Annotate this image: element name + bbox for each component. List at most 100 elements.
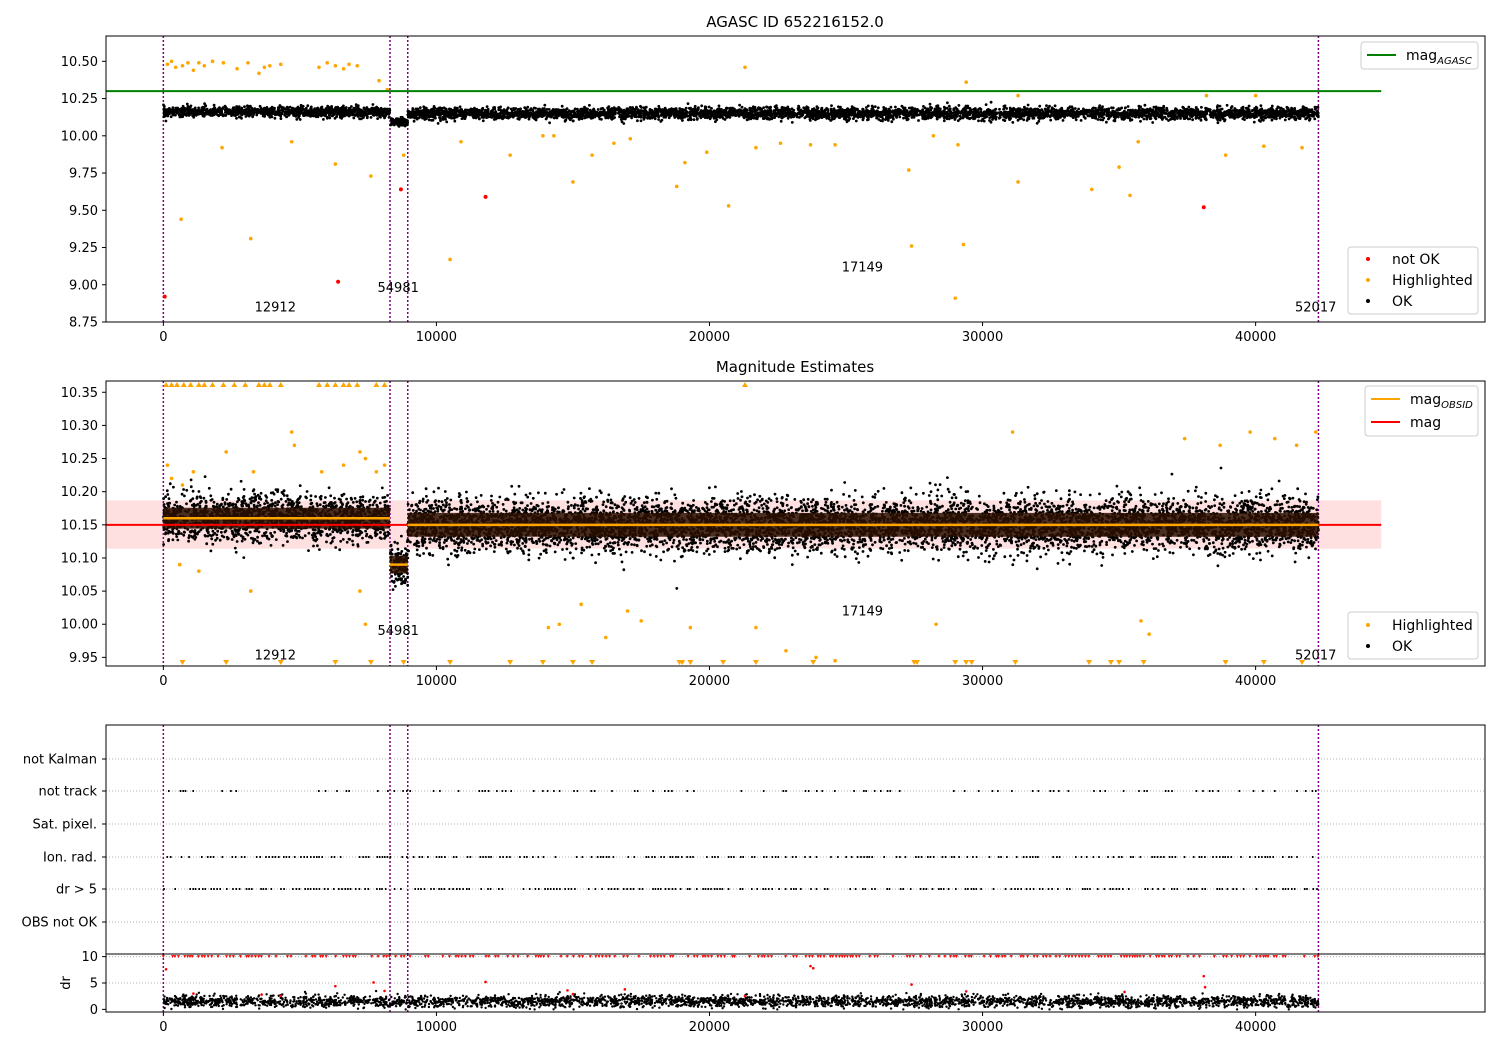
ok-point (1316, 105, 1320, 109)
ok-point (480, 110, 484, 114)
ok-point (392, 123, 396, 127)
ok-point (757, 106, 760, 110)
ok-point (1209, 115, 1213, 119)
ok-point (316, 107, 319, 111)
ok-point (456, 106, 459, 110)
ok-point (162, 111, 166, 115)
ok-point (1026, 103, 1030, 107)
ok-point (699, 113, 703, 116)
ok-point (1126, 105, 1130, 108)
ok-point (1046, 113, 1049, 117)
ok-point (261, 110, 265, 114)
ok-point (337, 107, 341, 111)
ok-point (311, 114, 314, 117)
ok-point (1152, 105, 1156, 109)
ok-point (1102, 113, 1106, 116)
ok-point (971, 114, 975, 118)
ok-point (1043, 107, 1047, 111)
ok-point (711, 114, 714, 117)
ok-point (483, 109, 487, 113)
ok-point (860, 110, 864, 113)
ok-point (330, 107, 333, 110)
ok-point (571, 119, 575, 123)
ok-point (445, 120, 449, 124)
ok-point (408, 114, 412, 118)
ok-point (171, 113, 175, 117)
ok-point (1229, 106, 1233, 110)
ok-point (387, 113, 391, 116)
ok-point (268, 112, 272, 116)
ok-point (929, 105, 932, 109)
ok-point (322, 118, 325, 121)
ok-point (502, 113, 506, 116)
ok-point (1180, 111, 1184, 114)
ok-point (354, 105, 358, 109)
ok-point (1021, 111, 1024, 114)
ok-point (917, 119, 920, 122)
ok-point (342, 113, 345, 117)
ok-point (696, 117, 699, 120)
ok-point (1011, 121, 1015, 124)
ok-point (542, 110, 546, 114)
ok-point (832, 107, 836, 111)
ok-point (952, 108, 956, 112)
ok-point (612, 112, 616, 116)
ok-point (584, 110, 587, 114)
ok-point (1216, 121, 1220, 125)
ok-point (918, 109, 922, 113)
ok-point (169, 115, 173, 119)
ok-point (298, 118, 302, 121)
ok-point (311, 109, 315, 113)
ok-point (1211, 116, 1215, 119)
ok-point (586, 107, 589, 111)
ok-point (369, 116, 373, 119)
ok-point (234, 109, 237, 113)
ok-point (426, 110, 430, 114)
ok-point (162, 103, 165, 107)
ok-point (1173, 118, 1177, 121)
ok-point (376, 117, 379, 120)
ok-point (963, 109, 967, 113)
ok-point (545, 115, 549, 119)
ok-point (628, 106, 632, 109)
ok-point (921, 108, 925, 111)
ok-point (211, 108, 215, 112)
ok-point (979, 110, 983, 114)
ok-point (866, 118, 869, 122)
ok-point (875, 112, 879, 116)
ok-point (464, 115, 468, 118)
ok-point (798, 116, 801, 119)
ok-point (1215, 105, 1219, 109)
ok-point (503, 110, 507, 114)
ok-point (890, 120, 894, 124)
ok-point (251, 111, 255, 114)
ok-point (1073, 107, 1077, 110)
ok-point (553, 116, 557, 120)
ok-point (610, 117, 614, 121)
ok-point (772, 111, 776, 115)
ok-point (1115, 114, 1118, 118)
ok-point (370, 111, 374, 115)
ok-point (1270, 118, 1274, 122)
ok-point (287, 111, 291, 115)
ok-point (767, 106, 771, 109)
ok-point (693, 104, 697, 108)
ok-point (347, 111, 350, 115)
ok-point (382, 107, 386, 111)
ok-point (413, 116, 417, 120)
ok-point (534, 106, 537, 110)
ok-point (349, 111, 353, 115)
ok-point (1188, 117, 1192, 121)
ok-point (1098, 104, 1102, 108)
ok-point (610, 110, 613, 114)
ok-point (1314, 111, 1318, 115)
ok-point (808, 119, 812, 122)
ok-point (516, 111, 520, 115)
ok-point (298, 112, 302, 116)
ok-point (588, 103, 591, 107)
ok-point (201, 114, 205, 118)
ok-point (297, 116, 300, 119)
ok-point (327, 114, 331, 117)
ok-point (815, 105, 819, 108)
